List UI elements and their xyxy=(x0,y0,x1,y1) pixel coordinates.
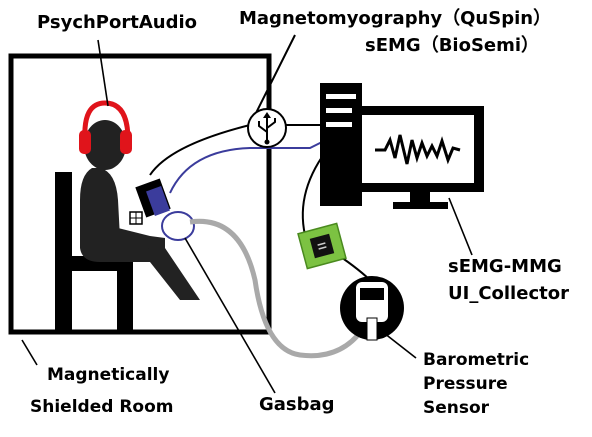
computer-icon xyxy=(320,83,484,209)
semg-mmg-label: sEMG-MMG xyxy=(448,256,562,277)
barometric-label: Barometric xyxy=(423,350,529,370)
semg-biosemi-label: sEMG（BioSemi） xyxy=(365,35,539,56)
gasbag-leader xyxy=(184,237,276,394)
sensor-label: Sensor xyxy=(423,398,490,418)
shielded-room-leader xyxy=(21,339,38,366)
psychportaudio-label: PsychPortAudio xyxy=(37,12,197,33)
headphones-icon xyxy=(79,100,132,154)
chair xyxy=(55,172,133,332)
mmg-cable xyxy=(149,34,296,176)
person-figure xyxy=(80,120,200,300)
psychportaudio-leader xyxy=(97,39,109,107)
usb-icon xyxy=(247,108,287,148)
semg-mmg-leader xyxy=(448,197,473,256)
gasbag-tube xyxy=(189,218,365,359)
magnetomyography-label: Magnetomyography（QuSpin） xyxy=(239,8,551,29)
chip-icon xyxy=(297,222,347,270)
semg-cable xyxy=(169,132,341,194)
barometric-leader xyxy=(383,332,417,359)
ui-collector-label: UI_Collector xyxy=(448,283,569,304)
gasbag-label: Gasbag xyxy=(259,394,335,415)
gasbag-icon xyxy=(161,211,195,241)
shielded-room-label-line1: Magnetically xyxy=(47,365,169,385)
mmg-sensor xyxy=(129,178,171,225)
pressure-label: Pressure xyxy=(423,374,508,394)
shielded-room-box xyxy=(8,53,272,335)
pressure-sensor-icon xyxy=(340,276,404,341)
signal-waveform xyxy=(375,134,461,165)
shielded-room-label-line2: Shielded Room xyxy=(30,397,173,417)
